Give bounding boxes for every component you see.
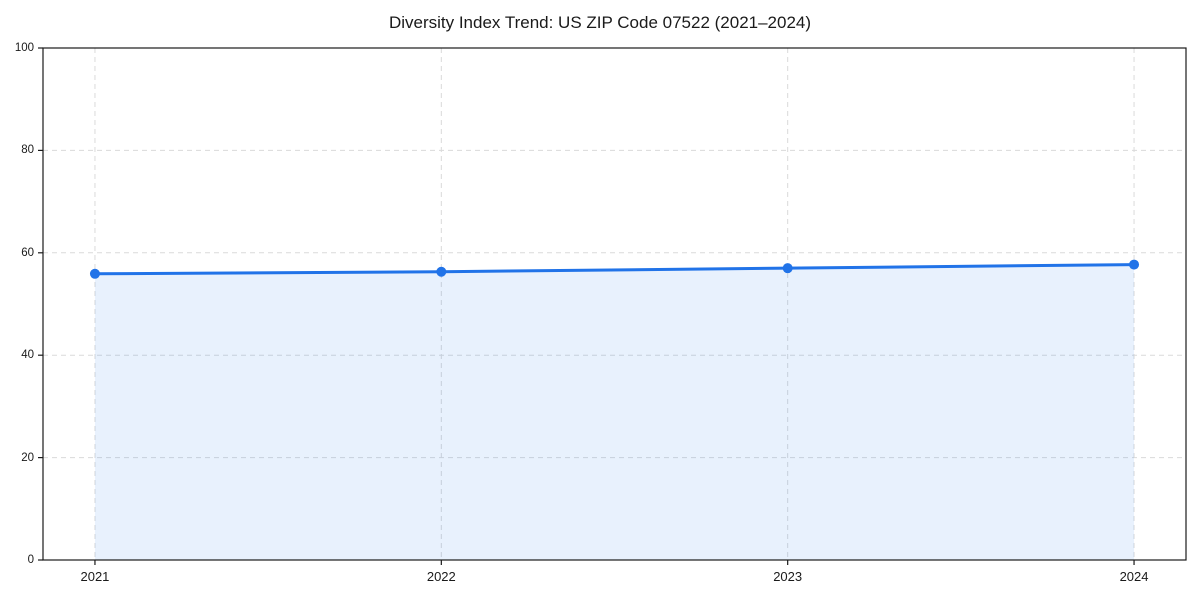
chart-title: Diversity Index Trend: US ZIP Code 07522…: [388, 13, 812, 32]
y-tick-label: 100: [14, 42, 34, 54]
y-tick-label: 60: [21, 246, 34, 259]
data-point-marker: [1129, 259, 1140, 270]
data-point-marker: [782, 263, 793, 274]
x-tick-label: 2024: [1119, 569, 1149, 584]
plot-border: [42, 47, 1187, 561]
y-tick-label: 0: [27, 554, 34, 566]
area-fill: [94, 264, 1135, 560]
x-tick-label: 2023: [773, 569, 803, 584]
y-tick-label: 80: [21, 144, 34, 157]
x-tick-label: 2021: [80, 569, 110, 584]
trend-line: [93, 263, 1136, 276]
y-tick-label: 20: [21, 451, 34, 464]
data-point-marker: [89, 268, 100, 279]
x-tick-label: 2022: [426, 569, 456, 584]
y-tick-label: 40: [21, 349, 34, 362]
data-point-marker: [436, 266, 447, 277]
